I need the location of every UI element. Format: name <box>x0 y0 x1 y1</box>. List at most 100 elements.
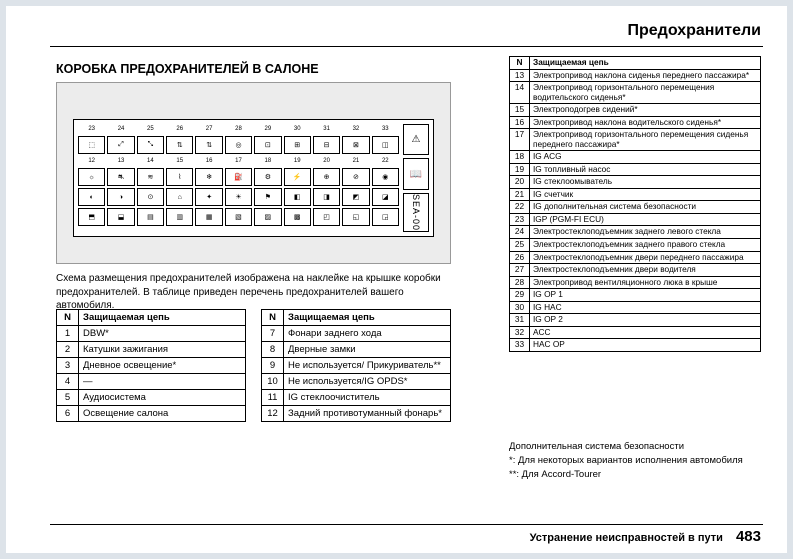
cell-desc: Электростеклоподъемник заднего левого ст… <box>530 226 761 239</box>
fuse-icon: ⤡ <box>137 136 164 154</box>
fuse-num: 29 <box>254 124 281 134</box>
cell-n: 21 <box>510 188 530 201</box>
col-n: N <box>262 310 284 326</box>
cell-desc: Не используется/ Прикуриватель** <box>284 358 451 374</box>
fuse-num: 17 <box>225 156 252 166</box>
cell-n: 10 <box>262 374 284 390</box>
col-n: N <box>510 57 530 70</box>
cell-n: 4 <box>57 374 79 390</box>
cell-desc: IG счетчик <box>530 188 761 201</box>
fuse-icon: ≋ <box>137 168 164 186</box>
fuse-icon: ⊙ <box>137 188 164 206</box>
cell-desc: Электропривод наклона сиденья переднего … <box>530 69 761 82</box>
fuse-icon: ◨ <box>313 188 340 206</box>
fuse-icon: ◲ <box>372 208 399 226</box>
rule-bottom <box>50 524 763 525</box>
col-desc: Защищаемая цепь <box>284 310 451 326</box>
fuse-icon: ✦ <box>195 188 222 206</box>
fuse-num: 22 <box>372 156 399 166</box>
fuse-icon: ⇅ <box>166 136 193 154</box>
fuse-icon: ⊠ <box>342 136 369 154</box>
fuse-icon: ▨ <box>254 208 281 226</box>
cell-n: 23 <box>510 213 530 226</box>
fuse-icon: ⊘ <box>342 168 369 186</box>
table-row: 2Катушки зажигания <box>57 342 246 358</box>
table-row: 19IG топливный насос <box>510 163 761 176</box>
cell-desc: IGP (PGM-FI ECU) <box>530 213 761 226</box>
cell-desc: — <box>79 374 246 390</box>
fuse-icon: ◎ <box>225 136 252 154</box>
fuse-table-left-1: N Защищаемая цепь 1DBW*2Катушки зажигани… <box>56 309 246 422</box>
table-row: 17Электропривод горизонтального перемеще… <box>510 129 761 151</box>
cell-desc: Электростеклоподъемник двери переднего п… <box>530 251 761 264</box>
table-row: 4— <box>57 374 246 390</box>
fuse-icon: ⚙ <box>254 168 281 186</box>
table-row: 20IG стеклоомыватель <box>510 176 761 189</box>
fuse-icon: ▤ <box>137 208 164 226</box>
fuse-num: 28 <box>225 124 252 134</box>
footnote-star: *: Для некоторых вариантов исполнения ав… <box>509 454 761 468</box>
cell-n: 28 <box>510 276 530 289</box>
cell-desc: Дверные замки <box>284 342 451 358</box>
cell-desc: IG топливный насос <box>530 163 761 176</box>
table-row: 15Электроподогрев сидений* <box>510 104 761 117</box>
fuse-icon: ⌇ <box>166 168 193 186</box>
fuse-icon: ◪ <box>372 188 399 206</box>
cell-n: 14 <box>510 82 530 104</box>
fuse-icon: ◉ <box>372 168 399 186</box>
cell-desc: IG OP 2 <box>530 314 761 327</box>
table-row: 1DBW* <box>57 326 246 342</box>
fuse-icon: ⇅ <box>195 136 222 154</box>
fuse-num: 12 <box>78 156 105 166</box>
footer-text: Устранение неисправностей в пути <box>530 532 723 544</box>
fuse-num: 31 <box>313 124 340 134</box>
manual-icon: 📖 <box>403 158 429 189</box>
cell-desc: Аудиосистема <box>79 390 246 406</box>
fuse-num: 23 <box>78 124 105 134</box>
table-row: 23IGP (PGM-FI ECU) <box>510 213 761 226</box>
cell-desc: Электропривод наклона водительского сиде… <box>530 116 761 129</box>
cell-n: 6 <box>57 406 79 422</box>
fuse-num: 21 <box>342 156 369 166</box>
cell-desc: IG дополнительная система безопасности <box>530 201 761 214</box>
fuse-icon: ▥ <box>166 208 193 226</box>
fuse-diagram: 2324252627282930313233⬚⤢⤡⇅⇅◎⊡⊞⊟⊠◫1213141… <box>56 82 451 264</box>
fuse-icon: ◩ <box>342 188 369 206</box>
fuse-icon: ⤢ <box>107 136 134 154</box>
cell-n: 8 <box>262 342 284 358</box>
table-row: 25Электростеклоподъемник заднего правого… <box>510 238 761 251</box>
cell-desc: Освещение салона <box>79 406 246 422</box>
table-row: 14Электропривод горизонтального перемеще… <box>510 82 761 104</box>
cell-desc: Электростеклоподъемник заднего правого с… <box>530 238 761 251</box>
cell-desc: Задний противотуманный фонарь* <box>284 406 451 422</box>
footnotes: Дополнительная система безопасности *: Д… <box>509 440 761 481</box>
section-heading: КОРОБКА ПРЕДОХРАНИТЕЛЕЙ В САЛОНЕ <box>56 62 319 76</box>
col-n: N <box>57 310 79 326</box>
table-row: 5Аудиосистема <box>57 390 246 406</box>
rule-top <box>50 46 763 47</box>
fuse-icon: ⊞ <box>284 136 311 154</box>
fuse-icon: ⛐ <box>107 168 134 186</box>
table-row: 24Электростеклоподъемник заднего левого … <box>510 226 761 239</box>
fuse-num: 25 <box>137 124 164 134</box>
cell-n: 30 <box>510 301 530 314</box>
table-row: 22IG дополнительная система безопасности <box>510 201 761 214</box>
table-row: 27Электростеклоподъемник двери водителя <box>510 264 761 277</box>
table-row: 7Фонари заднего хода <box>262 326 451 342</box>
table-row: 13Электропривод наклона сиденья переднег… <box>510 69 761 82</box>
cell-desc: IG стеклоомыватель <box>530 176 761 189</box>
diagram-caption: Схема размещения предохранителей изображ… <box>56 272 451 313</box>
cell-desc: Дневное освещение* <box>79 358 246 374</box>
cell-n: 26 <box>510 251 530 264</box>
cell-n: 3 <box>57 358 79 374</box>
cell-desc: Электростеклоподъемник двери водителя <box>530 264 761 277</box>
cell-n: 24 <box>510 226 530 239</box>
fuse-icon: ❄ <box>195 168 222 186</box>
fuse-diagram-inner: 2324252627282930313233⬚⤢⤡⇅⇅◎⊡⊞⊟⊠◫1213141… <box>73 119 434 237</box>
cell-desc: Катушки зажигания <box>79 342 246 358</box>
cell-n: 25 <box>510 238 530 251</box>
table-row: 12Задний противотуманный фонарь* <box>262 406 451 422</box>
page-footer: Устранение неисправностей в пути 483 <box>530 528 761 545</box>
fuse-num: 27 <box>195 124 222 134</box>
fuse-num: 16 <box>195 156 222 166</box>
